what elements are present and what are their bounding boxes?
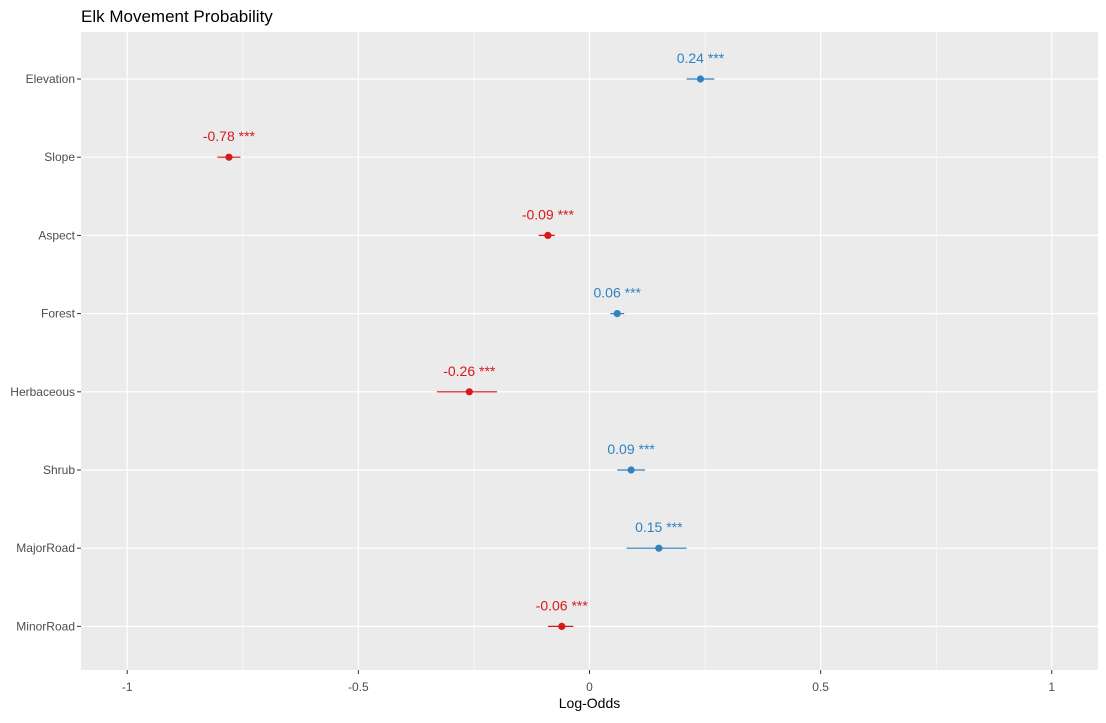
y-tick-label: Aspect (38, 228, 75, 242)
estimate-point (558, 622, 566, 631)
x-axis: -1 -0.5 0 0.5 1 (122, 670, 1055, 694)
chart-title: Elk Movement Probability (81, 7, 273, 26)
data-label: -0.78 *** (203, 128, 256, 144)
estimate-point (465, 388, 473, 396)
y-tick-label: Elevation (26, 72, 75, 86)
estimate-point (655, 544, 663, 552)
data-label: -0.26 *** (443, 363, 496, 379)
y-tick-label: Forest (41, 307, 76, 321)
estimate-point (225, 153, 233, 161)
y-axis: Elevation Slope Aspect Forest Herbaceous Shru… (10, 72, 81, 633)
data-label: 0.15 *** (635, 519, 683, 535)
data-marks: 0.24 *** -0.78 *** -0.09 *** 0.06 *** -0.26 … (203, 50, 725, 631)
data-label: 0.09 *** (607, 441, 655, 457)
y-tick-label: MajorRoad (16, 541, 75, 555)
x-tick-label: -0.5 (348, 680, 369, 694)
x-tick-label: 1 (1048, 680, 1055, 694)
x-tick-label: 0 (586, 680, 593, 694)
major-gridlines (81, 32, 1098, 670)
y-tick-label: MinorRoad (16, 619, 75, 633)
data-label: -0.06 *** (536, 597, 589, 613)
data-label: -0.09 *** (522, 206, 575, 222)
estimate-point (627, 466, 635, 474)
estimate-point (544, 231, 552, 239)
data-label: 0.24 *** (677, 50, 725, 66)
data-label: 0.06 *** (593, 285, 641, 301)
y-tick-label: Slope (44, 150, 75, 164)
minor-gridlines (242, 32, 937, 670)
y-tick-label: Herbaceous (10, 385, 75, 399)
x-axis-title: Log-Odds (559, 695, 620, 711)
estimate-point (613, 310, 621, 318)
y-tick-label: Shrub (43, 463, 75, 477)
estimate-point (696, 75, 705, 83)
x-tick-label: 0.5 (812, 680, 829, 694)
x-tick-label: -1 (122, 680, 133, 694)
